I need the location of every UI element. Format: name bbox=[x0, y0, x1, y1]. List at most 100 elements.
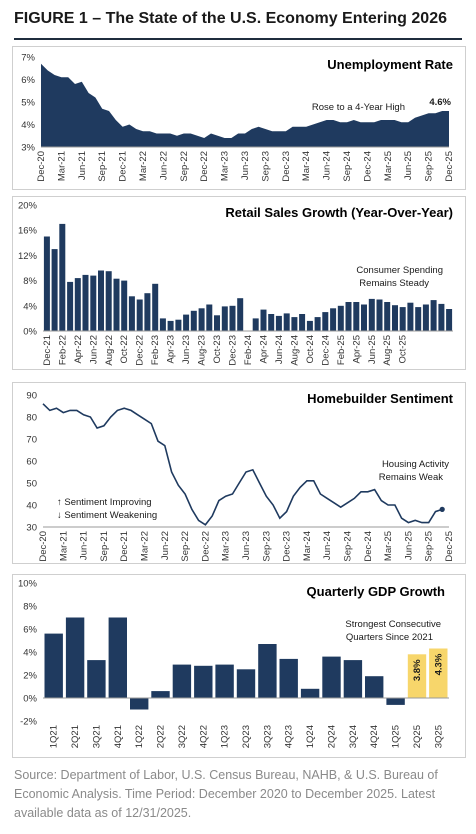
retail-sales-x-tick: Aug-24 bbox=[289, 335, 300, 366]
unemployment-x-tick: Dec-22 bbox=[199, 151, 210, 182]
gdp-bar bbox=[44, 633, 63, 698]
unemployment-x-tick: Sep-25 bbox=[424, 151, 435, 182]
homebuilder-x-tick: Jun-24 bbox=[322, 531, 333, 560]
gdp-data-label: 3.8% bbox=[412, 659, 423, 681]
retail-sales-bar bbox=[345, 302, 352, 331]
gdp-x-tick: 3Q25 bbox=[433, 725, 444, 748]
homebuilder-x-tick: Dec-24 bbox=[363, 531, 374, 562]
homebuilder-sentiment-chart-svg: Homebuilder Sentiment 90 80 70 60 50 40 30 Housi… bbox=[26, 391, 455, 562]
retail-sales-bar bbox=[229, 305, 236, 331]
retail-sales-bar bbox=[446, 309, 453, 331]
unemployment-chart-title: Unemployment Rate bbox=[327, 57, 453, 72]
retail-sales-x-tick: Aug-22 bbox=[104, 335, 115, 366]
retail-sales-bar bbox=[98, 270, 104, 331]
retail-sales-x-tick: Oct-23 bbox=[212, 335, 223, 364]
gdp-bar bbox=[300, 688, 320, 698]
homebuilder-x-tick: Dec-21 bbox=[119, 531, 130, 562]
gdp-y-tick: 8% bbox=[23, 602, 37, 613]
retail-sales-bar bbox=[82, 274, 89, 331]
retail-sales-x-tick: Jun-23 bbox=[181, 335, 192, 364]
gdp-bar bbox=[386, 698, 405, 705]
homebuilder-x-tick: Mar-25 bbox=[383, 531, 394, 561]
homebuilder-y-tick: 60 bbox=[26, 457, 37, 468]
unemployment-x-tick: Sep-23 bbox=[260, 151, 271, 182]
homebuilder-x-tick: Mar-23 bbox=[221, 531, 232, 561]
unemployment-x-tick: Dec-25 bbox=[444, 151, 455, 182]
retail-sales-bar bbox=[237, 298, 244, 331]
unemployment-chart-panel: Unemployment Rate 7% 6% 5% 4% 3% Rose to a 4-Y… bbox=[12, 46, 466, 190]
gdp-x-tick: 1Q24 bbox=[305, 725, 316, 748]
homebuilder-sentiment-last-point bbox=[439, 506, 445, 512]
gdp-highlighted-bar bbox=[407, 654, 427, 698]
unemployment-x-tick: Sep-22 bbox=[179, 151, 190, 182]
retail-sales-bar bbox=[206, 304, 213, 331]
retail-sales-bar bbox=[275, 315, 282, 331]
homebuilder-x-tick: Mar-21 bbox=[58, 531, 69, 561]
homebuilder-x-tick: Sep-22 bbox=[180, 531, 191, 562]
retail-sales-bar bbox=[376, 299, 383, 331]
gdp-bar bbox=[108, 617, 127, 698]
gdp-bar bbox=[365, 676, 384, 698]
retail-sales-bar bbox=[430, 300, 437, 331]
retail-sales-y-tick: 0% bbox=[23, 327, 37, 338]
unemployment-last-value-label: 4.6% bbox=[429, 97, 451, 108]
retail-sales-x-tick: Feb-25 bbox=[336, 335, 347, 365]
unemployment-x-tick: Jun-23 bbox=[240, 151, 251, 180]
retail-sales-y-tick: 20% bbox=[18, 201, 38, 212]
retail-sales-y-tick: 16% bbox=[18, 226, 38, 237]
gdp-bar bbox=[215, 664, 234, 698]
retail-sales-bar bbox=[353, 302, 360, 331]
homebuilder-x-tick: Mar-24 bbox=[302, 531, 313, 561]
gdp-x-tick: 4Q23 bbox=[284, 725, 295, 748]
retail-sales-bar bbox=[198, 308, 205, 331]
homebuilder-x-tick: Jun-25 bbox=[403, 531, 414, 560]
gdp-growth-chart-panel: Quarterly GDP Growth 10% 8% 6% 4% 2% 0% -2% 3.8%… bbox=[12, 574, 466, 758]
gdp-y-tick: 2% bbox=[23, 671, 37, 682]
homebuilder-y-tick: 80 bbox=[26, 413, 37, 424]
unemployment-x-tick: Jun-25 bbox=[403, 151, 414, 180]
retail-sales-x-tick: Jun-24 bbox=[274, 335, 285, 364]
retail-sales-bar bbox=[330, 308, 337, 331]
gdp-x-tick: 1Q25 bbox=[391, 725, 402, 748]
retail-sales-bar bbox=[422, 304, 429, 331]
gdp-x-tick: 2Q22 bbox=[156, 725, 167, 748]
retail-sales-bar bbox=[252, 318, 259, 331]
gdp-bar bbox=[343, 660, 363, 698]
retail-sales-bar bbox=[121, 280, 128, 331]
unemployment-y-tick: 7% bbox=[21, 53, 35, 64]
homebuilder-sentiment-line-series bbox=[42, 403, 443, 526]
gdp-x-tick: 1Q21 bbox=[49, 725, 60, 748]
gdp-annotation: Strongest Consecutive bbox=[345, 619, 441, 630]
retail-sales-bar bbox=[260, 309, 267, 331]
retail-sales-bar bbox=[43, 236, 50, 331]
retail-sales-x-tick: Oct-25 bbox=[398, 335, 409, 364]
gdp-growth-chart-svg: Quarterly GDP Growth 10% 8% 6% 4% 2% 0% -2% 3.8%… bbox=[18, 579, 449, 748]
unemployment-x-tick: Mar-21 bbox=[56, 151, 67, 181]
homebuilder-y-tick: 40 bbox=[26, 501, 37, 512]
gdp-x-tick: 4Q21 bbox=[113, 725, 124, 748]
unemployment-annotation: Rose to a 4-Year High bbox=[312, 102, 405, 113]
gdp-annotation: Quarters Since 2021 bbox=[346, 632, 433, 643]
retail-sales-x-tick: Apr-23 bbox=[166, 335, 177, 364]
source-note: Source: Department of Labor, U.S. Census… bbox=[14, 768, 438, 820]
retail-sales-bar bbox=[337, 305, 344, 331]
homebuilder-x-tick: Sep-24 bbox=[343, 531, 354, 562]
homebuilder-x-tick: Dec-23 bbox=[282, 531, 293, 562]
homebuilder-y-tick: 70 bbox=[26, 435, 37, 446]
gdp-x-tick: 1Q22 bbox=[134, 725, 145, 748]
retail-sales-x-tick: Feb-24 bbox=[243, 335, 254, 365]
retail-sales-x-tick: Dec-23 bbox=[228, 335, 239, 366]
retail-sales-bar bbox=[51, 249, 58, 331]
unemployment-x-tick: Dec-20 bbox=[36, 151, 47, 182]
unemployment-y-tick: 3% bbox=[21, 143, 35, 154]
retail-sales-x-tick: Jun-25 bbox=[367, 335, 378, 364]
gdp-x-tick: 3Q21 bbox=[91, 725, 102, 748]
retail-sales-bar bbox=[399, 307, 406, 331]
retail-sales-bar bbox=[268, 314, 275, 331]
homebuilder-x-tick: Dec-20 bbox=[38, 531, 49, 562]
homebuilder-x-tick: Sep-23 bbox=[261, 531, 272, 562]
gdp-y-tick: 4% bbox=[23, 648, 37, 659]
gdp-x-tick: 1Q23 bbox=[220, 725, 231, 748]
gdp-x-tick: 4Q24 bbox=[369, 725, 380, 748]
homebuilder-x-tick: Sep-21 bbox=[99, 531, 110, 562]
